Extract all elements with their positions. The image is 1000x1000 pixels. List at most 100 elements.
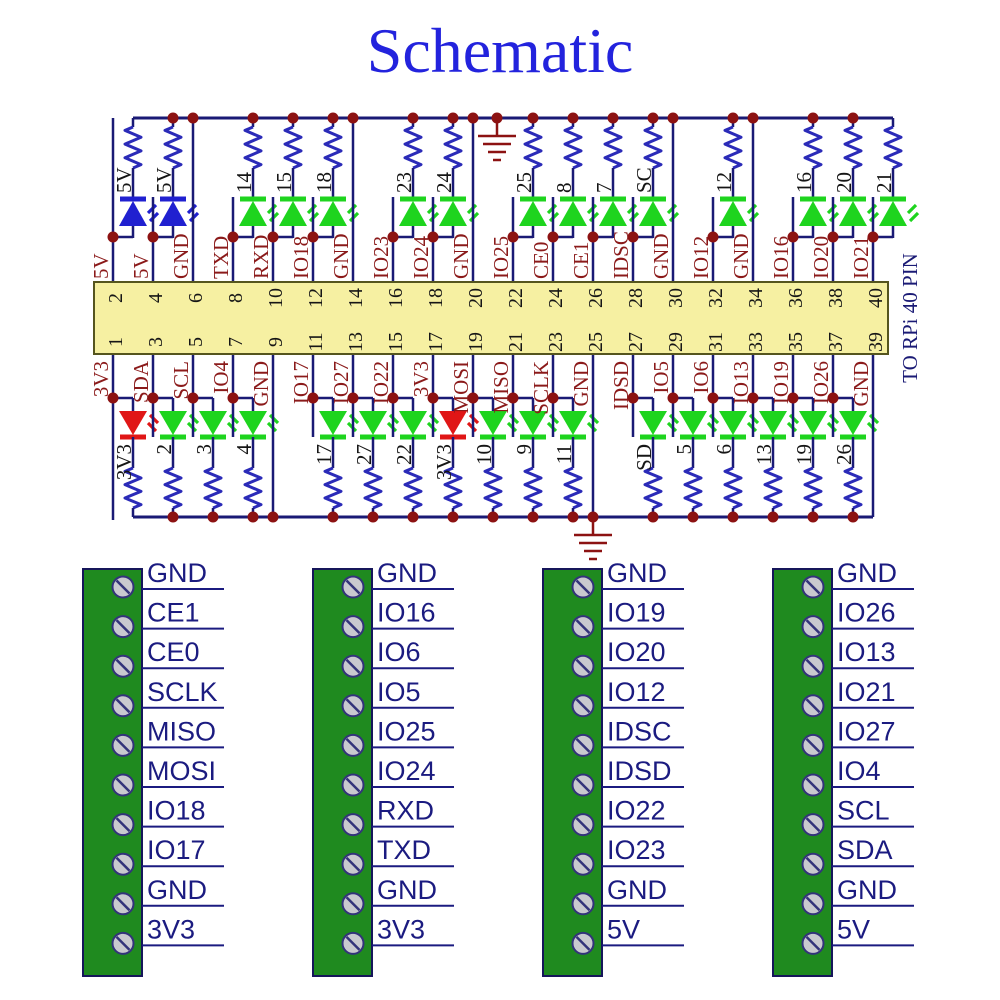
connector-label: TO RPi 40 PIN: [898, 253, 922, 383]
pin-number: 35: [785, 332, 807, 352]
led-label: SD: [632, 444, 656, 471]
junction-dot: [467, 392, 479, 404]
resistor: [643, 125, 663, 170]
led: [199, 411, 227, 435]
pin-number: 33: [745, 332, 767, 352]
resistor: [243, 125, 263, 170]
screw-slot: [115, 936, 131, 951]
terminal-pin-label: GND: [607, 875, 667, 905]
resistor: [723, 466, 743, 510]
pin-number: 5: [185, 337, 207, 347]
screw-slot: [345, 698, 361, 714]
junction-dot: [387, 392, 399, 404]
top-column-pin-32: 12 IO12: [689, 112, 760, 283]
screw-slot: [805, 936, 821, 951]
junction-dot: [647, 511, 659, 523]
led-label: 25: [512, 172, 536, 193]
bottom-column-pin-15: 22 IO22: [369, 353, 440, 523]
screw-slot: [805, 817, 821, 832]
led: [479, 411, 507, 435]
junction-dot: [367, 511, 379, 523]
junction-dot: [607, 112, 619, 124]
bottom-column-pin-1: 3V3 3V3: [89, 353, 160, 520]
pin-number: 3: [145, 337, 167, 347]
terminal-pin-label: CE1: [147, 598, 200, 628]
screw-slot: [115, 619, 131, 634]
bottom-column-pin-27: SD IDSD: [609, 353, 680, 523]
junction-dot: [647, 112, 659, 124]
led: [879, 201, 907, 226]
pin-number: 38: [825, 288, 847, 308]
terminal-pin-label: GND: [147, 875, 207, 905]
junction-dot: [727, 112, 739, 124]
resistor: [723, 125, 743, 170]
screw-slot: [805, 738, 821, 753]
led-label: 13: [752, 444, 776, 465]
pin-number: 12: [305, 288, 327, 308]
led-label: 3V3: [432, 444, 456, 480]
net-label: GND: [449, 234, 473, 280]
junction-dot: [847, 511, 859, 523]
junction-dot: [247, 112, 259, 124]
net-label: TXD: [209, 236, 233, 279]
led: [359, 411, 387, 435]
junction-dot: [807, 112, 819, 124]
pin-number: 21: [505, 332, 527, 352]
resistor: [683, 466, 703, 510]
junction-dot: [667, 392, 679, 404]
screw-slot: [345, 619, 361, 634]
junction-dot: [467, 112, 479, 124]
pin-number: 28: [625, 288, 647, 308]
junction-dot: [867, 231, 879, 243]
junction-dot: [787, 231, 799, 243]
pin-number: 40: [865, 288, 887, 308]
bottom-column-pin-35: 19 IO19: [769, 353, 840, 523]
junction-dot: [267, 511, 279, 523]
terminal-pin-label: MOSI: [147, 756, 216, 786]
junction-dot: [287, 112, 299, 124]
screw-slot: [115, 698, 131, 714]
led-label: 26: [832, 444, 856, 465]
terminal-pin-label: IO26: [837, 598, 896, 628]
junction-dot: [267, 231, 279, 243]
bottom-column-pin-5: 3 SCL: [169, 353, 240, 523]
terminal-block-2: GND IO16 IO6 IO5 IO25 IO24 RXD TXD GND 3V3: [312, 558, 454, 977]
pin-number: 24: [545, 288, 567, 308]
led-label: 9: [512, 444, 536, 455]
pin-number: 10: [265, 288, 287, 308]
pin-number: 13: [345, 332, 367, 352]
pin-number: 11: [305, 332, 327, 351]
net-label: 3V3: [409, 361, 433, 397]
screw-slot: [345, 777, 361, 793]
led-label: 2: [152, 444, 176, 455]
resistor: [803, 125, 823, 170]
net-label: IO19: [769, 361, 793, 404]
screw-slot: [575, 817, 591, 832]
led-label: 3: [192, 444, 216, 455]
bottom-column-pin-19: 10 MOSI: [449, 353, 520, 523]
net-label: IO4: [209, 361, 233, 394]
terminal-pin-label: IO23: [607, 835, 666, 865]
pin-number: 27: [625, 332, 647, 352]
junction-dot: [107, 231, 119, 243]
screw-slot: [345, 896, 361, 912]
led-label: 15: [272, 172, 296, 193]
pin-number: 36: [785, 288, 807, 308]
pin-number: 23: [545, 332, 567, 352]
top-column-pin-10: 15 RXD: [249, 112, 320, 283]
screw-slot: [575, 936, 591, 951]
led: [639, 201, 667, 226]
net-label: IO5: [649, 361, 673, 394]
screw-slot: [345, 658, 361, 674]
net-label: IO22: [369, 361, 393, 404]
led: [559, 201, 587, 226]
resistor: [123, 466, 143, 510]
terminal-pin-label: IO4: [837, 756, 881, 786]
junction-dot: [807, 511, 819, 523]
resistor: [843, 125, 863, 170]
top-column-pin-24: 8 CE0: [529, 112, 600, 283]
terminal-pin-label: GND: [147, 558, 207, 588]
terminal-pin-label: IDSC: [607, 716, 672, 746]
net-label: GND: [249, 361, 273, 407]
